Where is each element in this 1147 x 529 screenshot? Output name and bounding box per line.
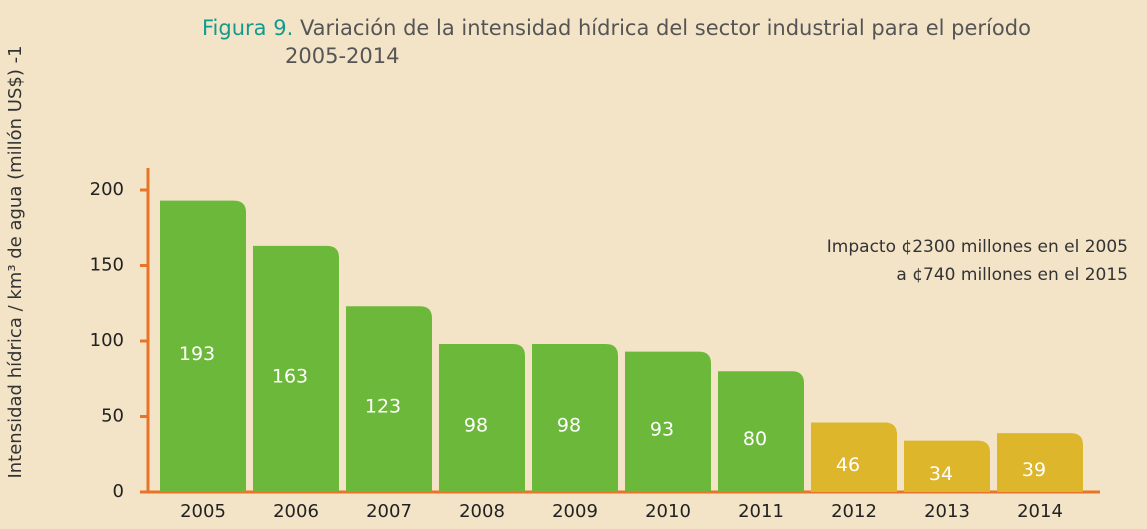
bar (532, 344, 618, 492)
x-tick-label: 2010 (645, 501, 691, 522)
y-tick-label: 100 (90, 330, 124, 351)
bar (904, 440, 990, 492)
bar (718, 371, 804, 492)
annotation: a ¢740 millones en el 2015 (896, 265, 1128, 285)
y-axis-label: Intensidad hídrica / km³ de agua (millón… (5, 45, 26, 478)
data-label: 80 (743, 428, 767, 450)
y-tick-label: 0 (113, 481, 124, 502)
title: Figura 9. Variación de la intensidad híd… (202, 16, 1031, 40)
x-tick-label: 2006 (273, 501, 319, 522)
data-label: 93 (650, 418, 674, 440)
y-tick-label: 150 (90, 255, 124, 276)
data-label: 34 (929, 463, 953, 485)
data-label: 123 (365, 396, 401, 418)
y-tick-label: 200 (90, 179, 124, 200)
data-label: 98 (464, 415, 488, 437)
annotation: Impacto ¢2300 millones en el 2005 (827, 237, 1128, 257)
figure-label: Figura 9. (202, 16, 294, 40)
data-label: 163 (272, 365, 308, 387)
x-tick-label: 2007 (366, 501, 412, 522)
bar (811, 422, 897, 492)
bar (253, 245, 339, 492)
data-label: 98 (557, 415, 581, 437)
bar (625, 351, 711, 492)
bar (160, 200, 246, 492)
bar (346, 306, 432, 492)
x-tick-label: 2008 (459, 501, 505, 522)
bar (439, 344, 525, 492)
data-label: 193 (179, 343, 215, 365)
title-text: Variación de la intensidad hídrica del s… (299, 16, 1031, 40)
x-tick-label: 2012 (831, 501, 877, 522)
data-label: 39 (1022, 459, 1046, 481)
title-line2: 2005-2014 (285, 44, 400, 68)
bar (997, 433, 1083, 492)
x-tick-label: 2013 (924, 501, 970, 522)
x-tick-label: 2011 (738, 501, 784, 522)
y-tick-label: 50 (101, 406, 124, 427)
x-tick-label: 2009 (552, 501, 598, 522)
data-label: 46 (836, 454, 860, 476)
x-tick-label: 2014 (1017, 501, 1063, 522)
x-tick-label: 2005 (180, 501, 226, 522)
